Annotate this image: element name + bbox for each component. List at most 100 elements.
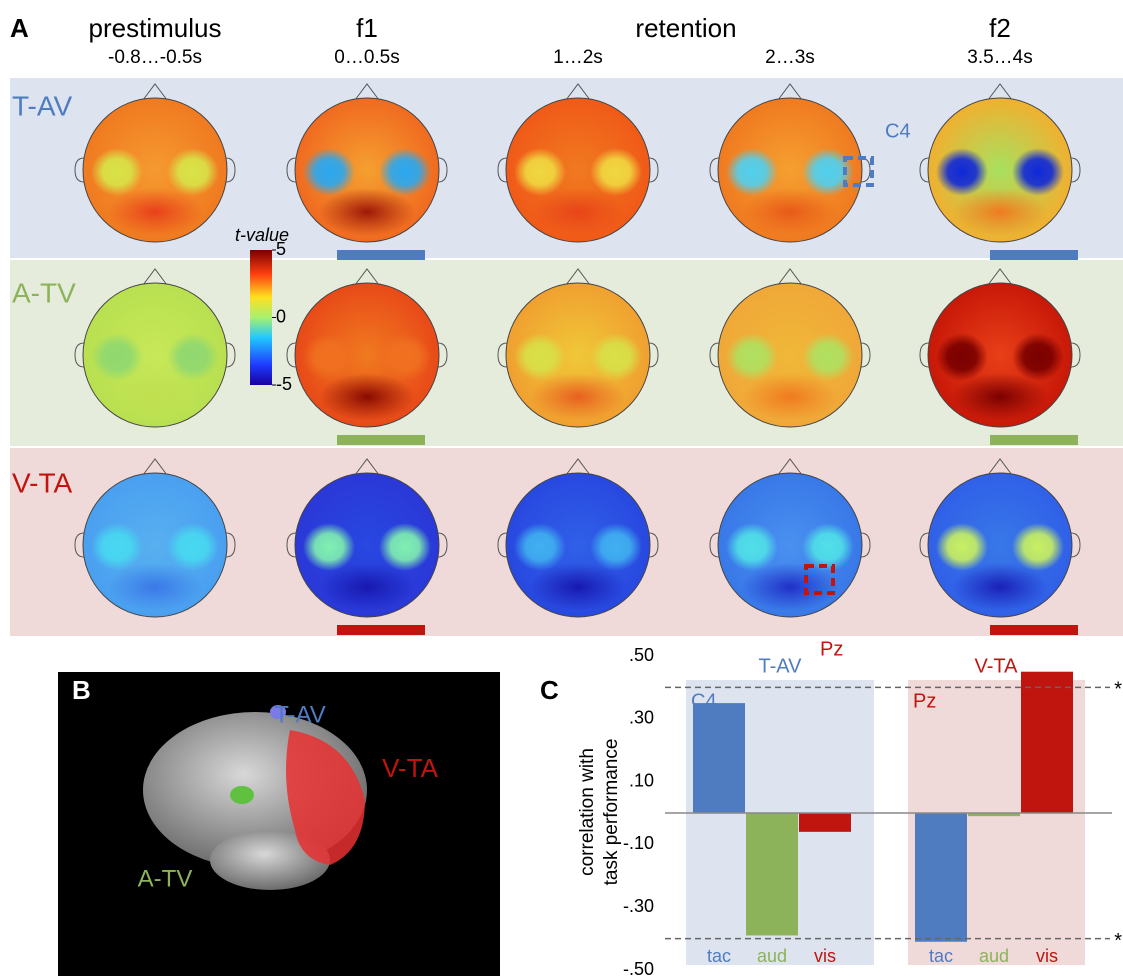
electrode-label: Pz	[820, 638, 843, 660]
electrode-label: C4	[885, 120, 911, 142]
category-label: aud	[757, 946, 787, 966]
topomap-blob	[319, 563, 415, 611]
topomap-blob	[91, 333, 143, 381]
reference-label: *	[1114, 930, 1122, 952]
topomap-blob	[107, 188, 203, 236]
topomap-blob	[590, 523, 642, 571]
group-label: V-TA	[975, 655, 1019, 677]
panel-label: B	[72, 675, 91, 705]
topomap-blob	[936, 148, 988, 196]
category-label: vis	[1036, 946, 1058, 966]
topomap-blob	[107, 563, 203, 611]
topomap-blob	[1012, 148, 1064, 196]
group-label: T-AV	[759, 655, 803, 677]
topomap-blob	[530, 373, 626, 421]
topomap-blob	[742, 563, 838, 611]
colorbar-tick-label: -5	[276, 374, 292, 394]
y-tick-label: -.30	[623, 896, 654, 916]
significance-bar	[990, 435, 1078, 445]
colorbar-tick-label: 0	[276, 306, 286, 326]
y-tick-label: .30	[629, 708, 654, 728]
topomap-blob	[742, 373, 838, 421]
topomap-blob	[319, 373, 415, 421]
category-label: tac	[707, 946, 731, 966]
bar	[1021, 672, 1073, 813]
y-tick-label: .50	[629, 645, 654, 665]
colorbar-tick-label: 5	[276, 239, 286, 259]
topomap-blob	[319, 188, 415, 236]
figure: A prestimulus f1 retention f2 -0.8…-0.5s 0…0.…	[0, 0, 1123, 976]
topomap-blob	[936, 523, 988, 571]
topomap-blob	[379, 148, 431, 196]
reference-label: *	[1114, 679, 1122, 701]
y-axis-label-line: correlation with	[577, 748, 598, 876]
topomap-blob	[514, 333, 566, 381]
time-window: 0…0.5s	[334, 47, 399, 68]
topomap-blob	[167, 148, 219, 196]
epoch-label: f1	[356, 13, 378, 43]
topomap-blob	[514, 148, 566, 196]
bar	[693, 703, 745, 813]
significance-bar	[337, 625, 425, 635]
panel-label: C	[540, 675, 559, 705]
row-label: T-AV	[12, 90, 72, 121]
region-label: A-TV	[138, 865, 193, 892]
topomap-blob	[726, 333, 778, 381]
topomap-blob	[802, 333, 854, 381]
topomap-blob	[590, 333, 642, 381]
significance-bar	[990, 250, 1078, 260]
category-label: vis	[814, 946, 836, 966]
topomap-blob	[742, 188, 838, 236]
activation	[230, 786, 254, 804]
topomap-blob	[590, 148, 642, 196]
topomap-blob	[952, 563, 1048, 611]
topomap-blob	[91, 523, 143, 571]
topomap-blob	[936, 333, 988, 381]
category-label: tac	[929, 946, 953, 966]
epoch-label: f2	[989, 13, 1011, 43]
bar	[915, 813, 967, 942]
topomap-blob	[952, 373, 1048, 421]
topomap-blob	[303, 523, 355, 571]
y-tick-label: -.10	[623, 833, 654, 853]
time-window: 1…2s	[553, 47, 603, 68]
y-axis-label-line: task performance	[601, 739, 622, 886]
epoch-label: prestimulus	[89, 13, 222, 43]
row-label: V-TA	[12, 467, 72, 498]
topomap-blob	[379, 333, 431, 381]
topomap-blob	[1012, 333, 1064, 381]
bar	[746, 813, 798, 935]
topomap-blob	[952, 188, 1048, 236]
y-tick-label: .10	[629, 770, 654, 790]
significance-bar	[337, 250, 425, 260]
topomap-blob	[91, 148, 143, 196]
topomap-blob	[802, 523, 854, 571]
region-label: V-TA	[382, 753, 439, 783]
y-tick-label: -.50	[623, 959, 654, 976]
category-label: aud	[979, 946, 1009, 966]
topomap-blob	[726, 523, 778, 571]
topomap-blob	[107, 373, 203, 421]
topomap-blob	[303, 333, 355, 381]
epoch-label: retention	[635, 13, 736, 43]
electrode-label: Pz	[913, 690, 936, 712]
topomap-blob	[530, 563, 626, 611]
topomap-blob	[530, 188, 626, 236]
topomap-blob	[514, 523, 566, 571]
topomap-blob	[167, 333, 219, 381]
time-window: 3.5…4s	[967, 47, 1032, 68]
bar	[799, 813, 851, 832]
time-window: 2…3s	[765, 47, 815, 68]
topomap-blob	[1012, 523, 1064, 571]
topomap-blob	[379, 523, 431, 571]
time-window: -0.8…-0.5s	[108, 47, 202, 68]
row-label: A-TV	[12, 277, 76, 308]
topomap-blob	[303, 148, 355, 196]
panel-label: A	[10, 13, 29, 43]
colorbar	[250, 250, 272, 385]
significance-bar	[337, 435, 425, 445]
page: A prestimulus f1 retention f2 -0.8…-0.5s 0…0.…	[0, 0, 1123, 976]
topomap-blob	[167, 523, 219, 571]
significance-bar	[990, 625, 1078, 635]
